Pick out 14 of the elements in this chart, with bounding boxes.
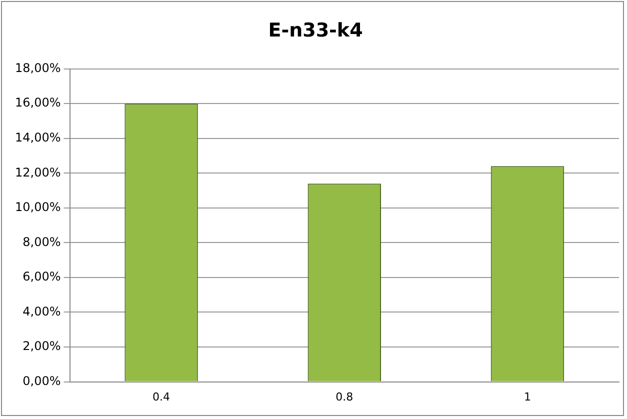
y-tick-label: 2,00%	[22, 339, 61, 354]
y-tick-label: 8,00%	[22, 234, 61, 249]
y-tick-label: 14,00%	[14, 130, 61, 144]
x-tick-label: 0.8	[336, 390, 354, 404]
x-tick-label: 0.4	[152, 390, 170, 404]
y-tick-label: 0,00%	[22, 374, 61, 388]
y-tick-label: 12,00%	[14, 165, 61, 180]
y-tick-label: 4,00%	[22, 304, 61, 318]
x-tick-label: 1	[524, 390, 531, 404]
chart-title: E-n33-k4	[268, 19, 363, 42]
y-tick-label: 6,00%	[22, 270, 61, 284]
y-tick-label: 18,00%	[14, 60, 61, 75]
y-tick-label: 16,00%	[14, 96, 61, 110]
y-tick-label: 10,00%	[14, 200, 61, 214]
